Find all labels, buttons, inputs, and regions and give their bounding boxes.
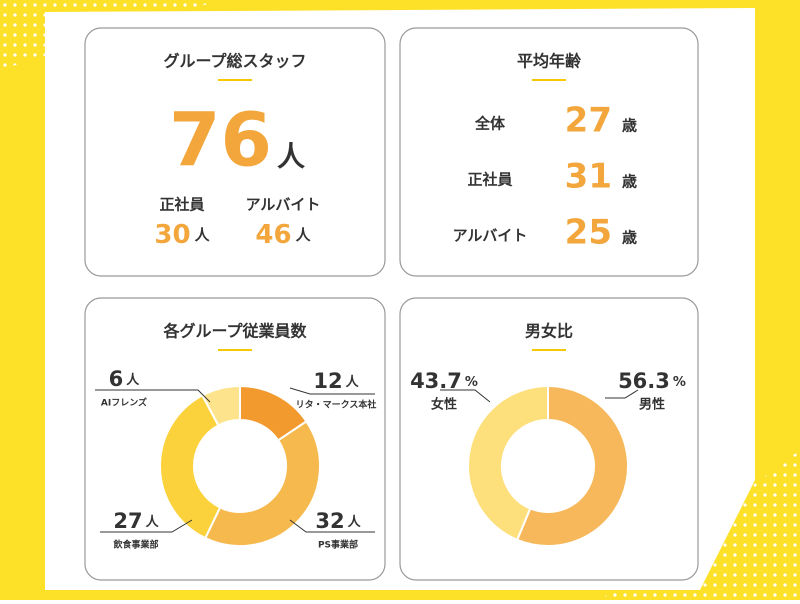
value-label: 32 人 xyxy=(315,509,361,533)
value: 27 xyxy=(565,101,612,141)
unit: % xyxy=(465,375,478,390)
title: 各グループ従業員数 xyxy=(162,322,307,341)
card xyxy=(84,27,386,277)
title: グループ総スタッフ xyxy=(163,52,306,71)
value-label: 43.7% xyxy=(410,369,478,393)
segment xyxy=(467,384,549,542)
total: 76 xyxy=(169,98,272,184)
leader-line xyxy=(95,389,211,403)
unit: % xyxy=(673,375,686,390)
segment xyxy=(159,394,222,540)
value: 12 xyxy=(313,369,342,393)
value: 30 人 xyxy=(154,220,210,250)
card xyxy=(399,27,699,277)
value-label: 56.3% xyxy=(618,369,686,393)
leader-line xyxy=(289,387,375,395)
value-label: 12 人 xyxy=(313,369,359,393)
unit: 人 xyxy=(296,226,312,244)
value: 46 xyxy=(255,220,291,250)
label: アルバイト xyxy=(453,227,528,245)
value: 30 xyxy=(154,220,190,250)
label: アルバイト xyxy=(246,196,321,214)
unit: 歳 xyxy=(622,229,637,247)
segment-label: AIフレンズ xyxy=(101,397,147,409)
unit: 人 xyxy=(126,372,140,388)
label: 全体 xyxy=(474,115,506,133)
unit: 歳 xyxy=(622,117,637,135)
value: 31 xyxy=(565,157,612,197)
unit: 人 xyxy=(146,514,160,530)
label: 正社員 xyxy=(159,196,204,214)
title: 男女比 xyxy=(525,322,573,341)
value: 27 xyxy=(113,509,142,533)
value: 32 xyxy=(315,509,344,533)
segment xyxy=(203,419,321,547)
leader-line xyxy=(605,389,639,399)
leader-line xyxy=(289,519,375,533)
value: 43.7 xyxy=(410,369,462,393)
value: 56.3 xyxy=(618,369,670,393)
card xyxy=(399,297,699,581)
donut: 56.3 % 男性 43.7 % 女性 xyxy=(410,369,686,547)
value: 6 xyxy=(109,367,124,391)
unit: 人 xyxy=(277,140,305,173)
segment-label: 女性 xyxy=(431,397,457,413)
unit: 人 xyxy=(348,514,362,530)
value: 46 人 xyxy=(255,220,311,250)
label: 正社員 xyxy=(467,171,512,189)
value-label: 27 人 xyxy=(113,509,159,533)
segment xyxy=(515,384,629,547)
unit: 人 xyxy=(195,226,211,244)
leader-line xyxy=(100,519,193,533)
title: 平均年齢 xyxy=(517,52,582,71)
segment-label: リタ・マークス本社 xyxy=(296,399,377,411)
segment-label: 飲食事業部 xyxy=(112,539,158,551)
segment-label: PS事業部 xyxy=(318,539,358,551)
segment xyxy=(201,384,241,427)
leader-line xyxy=(440,389,491,403)
segment-label: 男性 xyxy=(639,397,665,413)
card xyxy=(84,297,386,581)
unit: 歳 xyxy=(622,173,637,191)
value: 25 xyxy=(565,213,612,253)
unit: 人 xyxy=(346,374,360,390)
